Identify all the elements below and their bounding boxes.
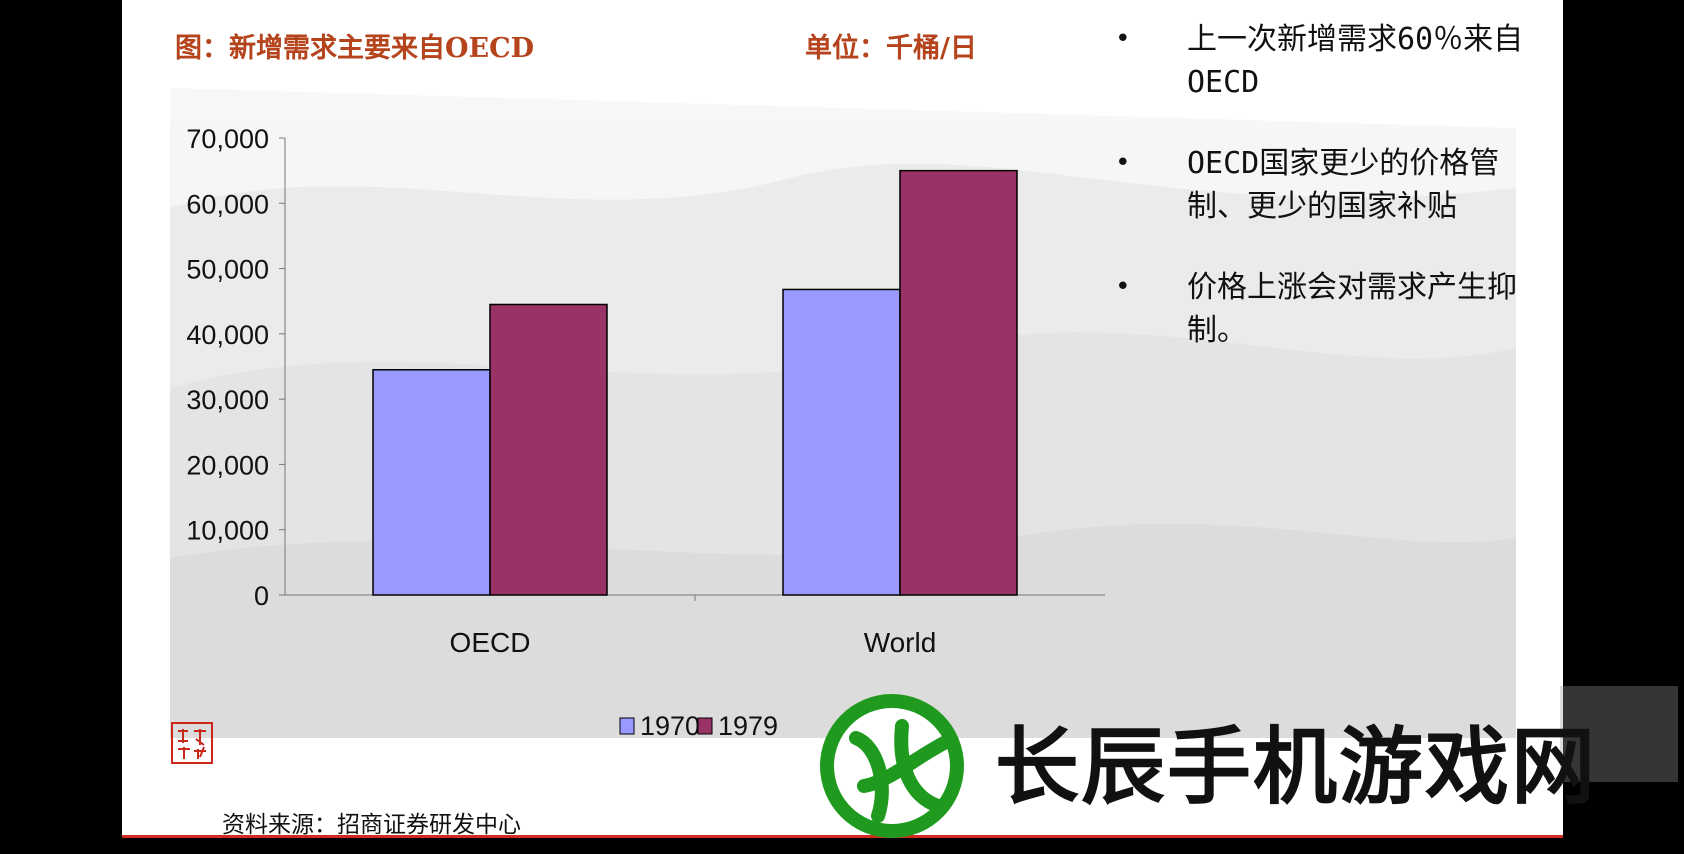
y-tick-label: 40,000 [186, 320, 269, 350]
y-tick-label: 30,000 [186, 385, 269, 415]
legend-label: 1970 [640, 711, 700, 741]
bullet-dot-icon: • [1115, 24, 1131, 54]
seal-stamp-icon [171, 722, 213, 764]
y-axis-ticks: 0 10,000 20,000 30,000 40,000 50,000 60,000 70,… [186, 124, 285, 611]
bullet-item: • 上一次新增需求60％来自OECD [1107, 18, 1527, 104]
chart-title: 图：新增需求主要来自OECD [175, 33, 535, 64]
unit-label: 单位：千桶/日 [805, 33, 977, 64]
bar-1970-OECD [372, 369, 491, 596]
y-tick-label: 50,000 [186, 255, 269, 285]
x-category-label: OECD [450, 627, 531, 658]
bullet-list: • 上一次新增需求60％来自OECD • OECD国家更少的价格管制、更少的国家补贴… [1107, 18, 1527, 390]
watermark-logo-icon [820, 686, 1678, 838]
bar-1979-OECD [489, 303, 608, 596]
chart-legend: 1970 1979 [619, 711, 778, 741]
bullet-text: 上一次新增需求60％来自OECD [1187, 22, 1524, 100]
y-tick-label: 0 [254, 581, 269, 611]
bullet-item: • 价格上涨会对需求产生抑制。 [1107, 266, 1527, 352]
x-category-label: World [864, 627, 937, 658]
legend-swatch [619, 717, 635, 735]
legend-label: 1979 [718, 711, 778, 741]
bullet-dot-icon: • [1115, 272, 1131, 302]
chart-bars [372, 169, 1018, 596]
bar-1970-World [782, 288, 901, 596]
y-tick-label: 10,000 [186, 516, 269, 546]
bullet-item: • OECD国家更少的价格管制、更少的国家补贴 [1107, 142, 1527, 228]
footer-rule [122, 835, 1563, 838]
source-note: 资料来源：招商证券研发中心 [222, 812, 521, 838]
bullet-dot-icon: • [1115, 148, 1131, 178]
y-tick-label: 20,000 [186, 450, 269, 480]
bullet-text: 价格上涨会对需求产生抑制。 [1187, 270, 1517, 348]
watermark-text: 长辰手机游戏网 [995, 718, 1598, 816]
bullet-text: OECD国家更少的价格管制、更少的国家补贴 [1187, 146, 1500, 224]
y-tick-label: 70,000 [186, 124, 269, 154]
x-axis-labels: OECD World [450, 627, 937, 658]
bar-1979-World [899, 169, 1018, 596]
legend-swatch [697, 717, 713, 735]
y-tick-label: 60,000 [186, 189, 269, 219]
